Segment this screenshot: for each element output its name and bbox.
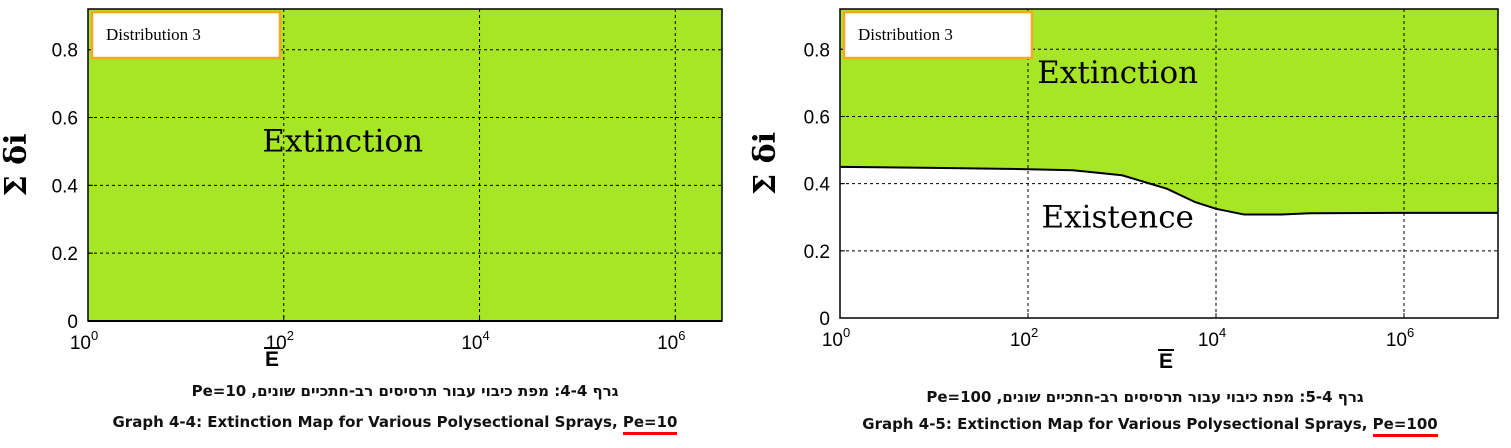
x-tick-exponent: 4 [1219, 325, 1226, 340]
x-tick-exponent: 6 [678, 328, 685, 343]
x-tick-exponent: 4 [482, 328, 489, 343]
region-label-existence: Existence [1041, 199, 1193, 235]
caption-english-pe10: Graph 4-4: Extinction Map for Various Po… [40, 413, 750, 435]
plot-frame [87, 8, 723, 322]
y-tick-label: 0.8 [804, 40, 830, 61]
y-tick-label: 0 [819, 309, 830, 330]
y-tick-label: 0 [67, 312, 78, 333]
x-tick-exponent: 0 [843, 325, 850, 340]
x-tick-exponent: 0 [91, 328, 98, 343]
legend-label: Distribution 3 [106, 25, 201, 44]
caption-hebrew-pe100: גרף 5-4: מפת כיבוי עבור תרסיסים רב-חתכיי… [926, 388, 1364, 406]
x-tick-label: 100 [70, 328, 98, 354]
x-tick-base: 10 [657, 333, 678, 354]
region-label-extinction: Extinction [262, 123, 423, 159]
x-tick-exponent: 2 [287, 328, 294, 343]
y-tick-label: 0.6 [804, 107, 830, 128]
caption-english-pe100: Graph 4-5: Extinction Map for Various Po… [790, 415, 1510, 437]
x-axis-label: E [265, 348, 279, 371]
y-tick-label: 0.8 [52, 41, 78, 62]
plot-frame [839, 8, 1499, 319]
x-tick-base: 10 [1198, 330, 1219, 351]
x-tick-base: 10 [1386, 330, 1407, 351]
y-tick-label: 0.2 [52, 244, 78, 265]
legend-box [90, 10, 282, 60]
y-axis-label: Σ δi [748, 132, 783, 195]
x-tick-exponent: 2 [1031, 325, 1038, 340]
region-label-extinction: Extinction [1037, 55, 1198, 91]
y-tick-label: 0.2 [804, 242, 830, 263]
extinction-region [840, 9, 1498, 215]
x-axis-label: E [1159, 350, 1173, 373]
x-tick-base: 10 [70, 333, 91, 354]
y-tick-label: 0.4 [52, 176, 79, 197]
legend-label: Distribution 3 [858, 25, 953, 44]
y-axis-label: Σ δi [0, 133, 34, 196]
x-tick-exponent: 6 [1407, 325, 1414, 340]
extinction-region [88, 9, 722, 321]
x-tick-label: 100 [822, 325, 850, 351]
x-tick-label: 104 [1198, 325, 1226, 351]
x-tick-label: 106 [657, 328, 685, 354]
x-tick-base: 10 [1010, 330, 1031, 351]
x-tick-label: 104 [461, 328, 489, 354]
x-tick-label: 102 [1010, 325, 1038, 351]
y-tick-label: 0.6 [52, 109, 78, 130]
y-tick-label: 0.4 [804, 175, 831, 196]
x-tick-label: 106 [1386, 325, 1414, 351]
extinction-boundary-line [839, 165, 1498, 216]
caption-hebrew-pe10: גרף 4-4: מפת כיבוי עבור תרסיסים רב-חתכיי… [191, 382, 619, 400]
caption-highlight-pe: Pe=100 [1372, 415, 1438, 437]
x-tick-base: 10 [822, 330, 843, 351]
x-tick-base: 10 [461, 333, 482, 354]
caption-highlight-pe: Pe=10 [622, 413, 678, 435]
legend-box [842, 10, 1034, 60]
caption-english-text: Graph 4-4: Extinction Map for Various Po… [112, 413, 623, 431]
caption-english-text: Graph 4-5: Extinction Map for Various Po… [862, 415, 1373, 433]
